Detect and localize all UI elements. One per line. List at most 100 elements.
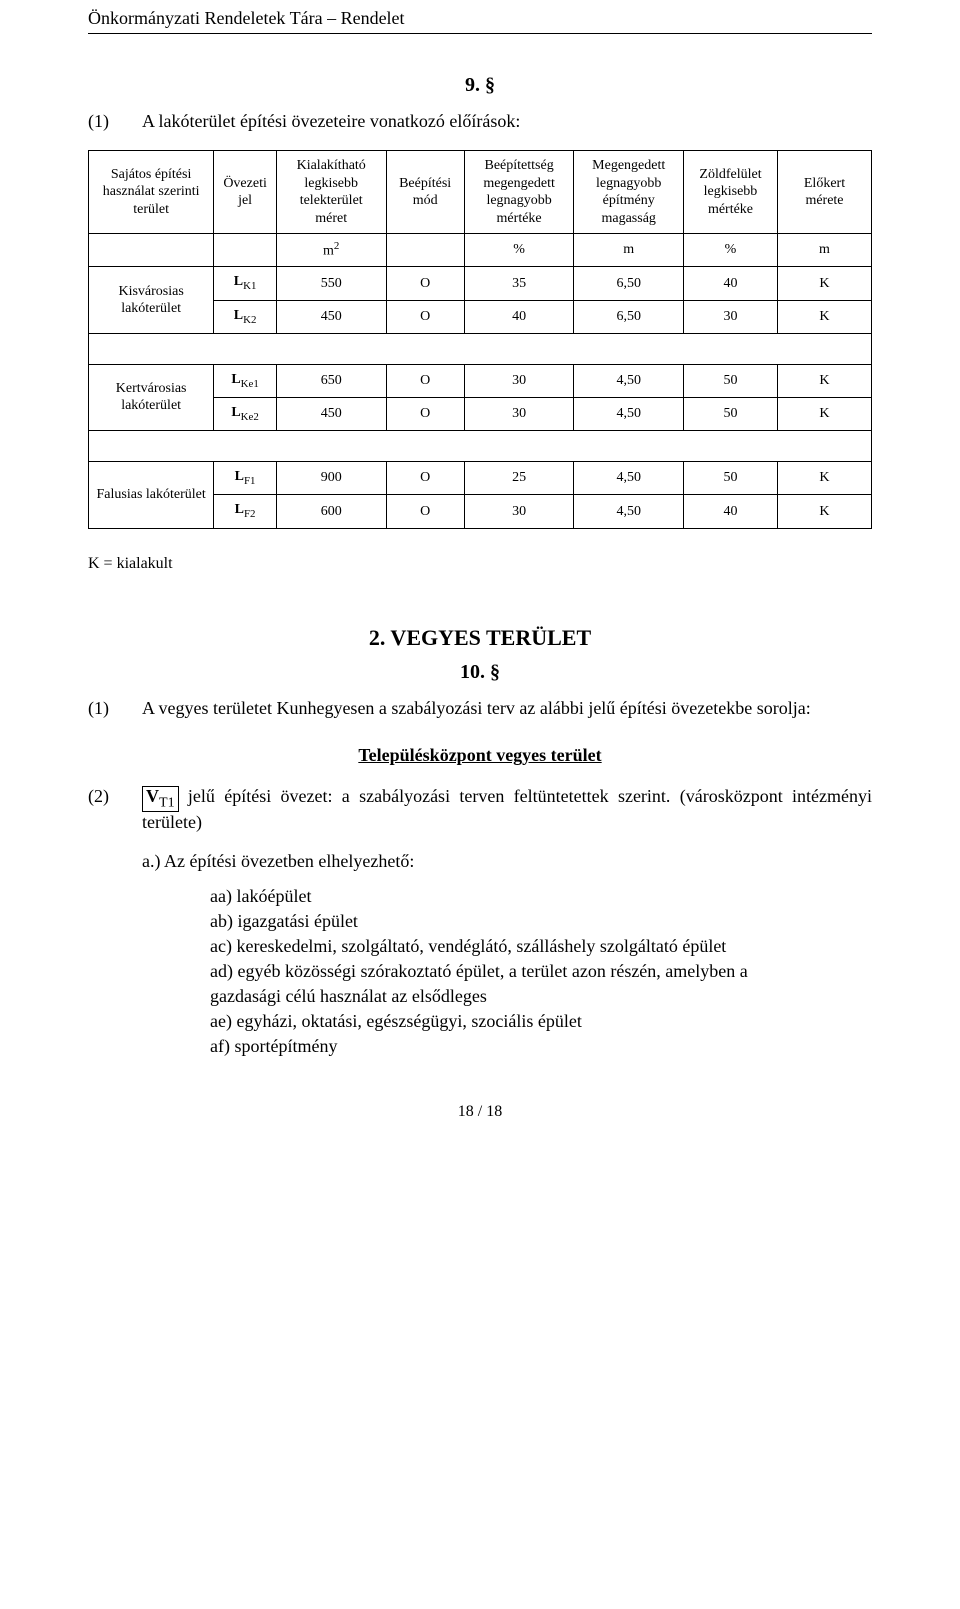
unit-green: %	[684, 234, 778, 267]
symbol-base: L	[234, 274, 243, 289]
cell-area: 550	[276, 267, 386, 300]
unit-m: m	[323, 244, 334, 259]
col-mode: Beépítési mód	[386, 151, 464, 234]
cell-mode: O	[386, 461, 464, 494]
zone-symbol-box: VT1	[142, 786, 179, 812]
cell-mode: O	[386, 300, 464, 333]
para-number: (2)	[88, 786, 142, 833]
cell-front: K	[777, 495, 871, 528]
cell-h: 6,50	[574, 300, 684, 333]
col-minplot: Kialakítható legkisebb telekterület mére…	[276, 151, 386, 234]
table-row: Kertvárosias lakóterületLKe1650O304,5050…	[89, 364, 872, 397]
section-10-para-2: (2) VT1 jelű építési övezet: a szabályoz…	[88, 786, 872, 833]
cell-cov: 30	[464, 495, 574, 528]
section-10-number: 10. §	[88, 661, 872, 684]
list-item-aa: aa) lakóépület	[210, 886, 872, 907]
table-head: Sajátos építési használat szerinti terül…	[89, 151, 872, 267]
list-item-af: af) sportépítmény	[210, 1036, 872, 1057]
zone-symbol-base: V	[146, 786, 159, 806]
col-height: Megengedett legnagyobb építmény magasság	[574, 151, 684, 234]
row-category: Kertvárosias lakóterület	[89, 364, 214, 431]
table-row: Falusias lakóterületLF1900O254,5050K	[89, 461, 872, 494]
symbol-sub: K2	[243, 313, 256, 325]
cell-symbol: LF1	[214, 461, 277, 494]
page-footer: 18 / 18	[88, 1103, 872, 1121]
unit-blank	[386, 234, 464, 267]
cell-front: K	[777, 364, 871, 397]
para-number: (1)	[88, 698, 142, 719]
unit-area: m2	[276, 234, 386, 267]
symbol-sub: F1	[244, 475, 256, 487]
cell-mode: O	[386, 364, 464, 397]
unit-blank	[89, 234, 214, 267]
cell-mode: O	[386, 397, 464, 430]
cell-front: K	[777, 300, 871, 333]
symbol-base: L	[231, 372, 240, 387]
cell-area: 650	[276, 364, 386, 397]
cell-h: 6,50	[574, 267, 684, 300]
zone-symbol-sub: T1	[159, 794, 175, 810]
cell-green: 50	[684, 397, 778, 430]
table-note: K = kialakult	[88, 555, 872, 573]
cell-h: 4,50	[574, 495, 684, 528]
section-9-number: 9. §	[88, 74, 872, 97]
cell-symbol: LF2	[214, 495, 277, 528]
symbol-sub: F2	[244, 508, 256, 520]
unit-coverage: %	[464, 234, 574, 267]
para-text: A lakóterület építési övezeteire vonatko…	[142, 111, 872, 132]
cell-mode: O	[386, 495, 464, 528]
table-units-row: m2 % m % m	[89, 234, 872, 267]
table-row: Kisvárosias lakóterületLK1550O356,5040K	[89, 267, 872, 300]
cell-cov: 35	[464, 267, 574, 300]
building-table: Sajátos építési használat szerinti terül…	[88, 150, 872, 529]
symbol-sub: Ke2	[241, 411, 259, 423]
section-10-para-1: (1) A vegyes területet Kunhegyesen a sza…	[88, 698, 872, 719]
unit-blank	[214, 234, 277, 267]
list-item-ad-line1: ad) egyéb közösségi szórakoztató épület,…	[210, 961, 872, 982]
page: Önkormányzati Rendeletek Tára – Rendelet…	[0, 0, 960, 1161]
cell-mode: O	[386, 267, 464, 300]
cell-area: 600	[276, 495, 386, 528]
unit-sup: 2	[334, 240, 339, 252]
unit-front: m	[777, 234, 871, 267]
cell-green: 30	[684, 300, 778, 333]
cell-front: K	[777, 397, 871, 430]
cell-h: 4,50	[574, 364, 684, 397]
para-text: A vegyes területet Kunhegyesen a szabály…	[142, 698, 872, 719]
spacer-cell	[89, 334, 872, 365]
spacer-cell	[89, 431, 872, 462]
list-item-ab: ab) igazgatási épület	[210, 911, 872, 932]
para-2-tail: jelű építési övezet: a szabályozási terv…	[142, 786, 872, 832]
section-9-para-1: (1) A lakóterület építési övezeteire von…	[88, 111, 872, 132]
list-item-ac: ac) kereskedelmi, szolgáltató, vendéglát…	[210, 936, 872, 957]
col-symbol: Övezeti jel	[214, 151, 277, 234]
cell-h: 4,50	[574, 397, 684, 430]
table-header-row: Sajátos építési használat szerinti terül…	[89, 151, 872, 234]
unit-height: m	[574, 234, 684, 267]
cell-area: 900	[276, 461, 386, 494]
cell-area: 450	[276, 397, 386, 430]
symbol-base: L	[235, 502, 244, 517]
sub-title: Településközpont vegyes terület	[88, 745, 872, 766]
symbol-base: L	[231, 405, 240, 420]
cell-cov: 40	[464, 300, 574, 333]
cell-symbol: LKe2	[214, 397, 277, 430]
cell-front: K	[777, 267, 871, 300]
section-10-title: 2. VEGYES TERÜLET	[88, 625, 872, 651]
cell-green: 50	[684, 461, 778, 494]
cell-symbol: LK2	[214, 300, 277, 333]
para-number: (1)	[88, 111, 142, 132]
symbol-base: L	[234, 308, 243, 323]
row-category: Falusias lakóterület	[89, 461, 214, 528]
col-coverage: Beépítettség megengedett legnagyobb mért…	[464, 151, 574, 234]
para-text: VT1 jelű építési övezet: a szabályozási …	[142, 786, 872, 833]
list-item-ae: ae) egyházi, oktatási, egészségügyi, szo…	[210, 1011, 872, 1032]
cell-cov: 30	[464, 397, 574, 430]
cell-symbol: LK1	[214, 267, 277, 300]
col-front: Előkert mérete	[777, 151, 871, 234]
symbol-sub: Ke1	[241, 377, 259, 389]
row-category: Kisvárosias lakóterület	[89, 267, 214, 334]
table-spacer-row	[89, 334, 872, 365]
sub-para-a: a.) Az építési övezetben elhelyezhető:	[142, 851, 872, 872]
col-usage: Sajátos építési használat szerinti terül…	[89, 151, 214, 234]
